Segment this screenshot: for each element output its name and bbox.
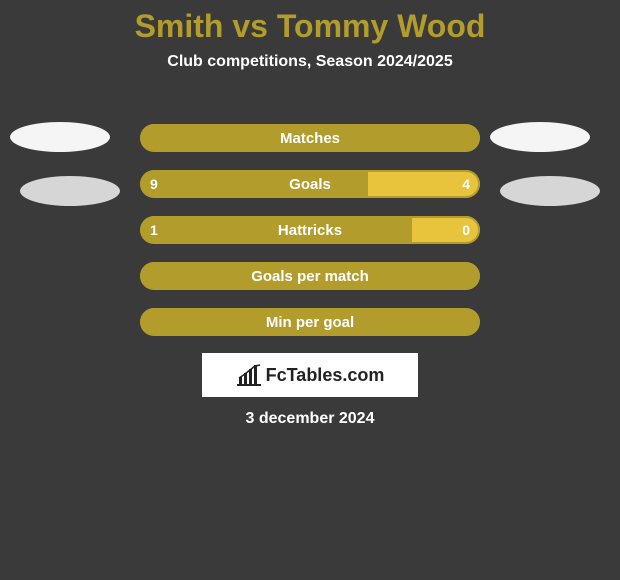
stat-row: Min per goal	[140, 308, 480, 336]
comparison-card: Smith vs Tommy Wood Club competitions, S…	[0, 0, 620, 580]
player-left-photo-bot	[20, 176, 120, 206]
stat-label: Hattricks	[140, 216, 480, 244]
page-title: Smith vs Tommy Wood	[0, 0, 620, 45]
stat-left-value: 1	[150, 216, 158, 244]
stat-right-value: 0	[462, 216, 470, 244]
stat-row: Hattricks1 0	[140, 216, 480, 244]
stat-label: Goals	[140, 170, 480, 198]
stat-label: Matches	[140, 124, 480, 152]
stat-row: Goals9 4	[140, 170, 480, 198]
logo-text: FcTables.com	[266, 365, 385, 386]
player-right-photo-top	[490, 122, 590, 152]
stat-left-value: 9	[150, 170, 158, 198]
stat-label: Min per goal	[140, 308, 480, 336]
bar-chart-icon	[236, 364, 262, 386]
page-subtitle: Club competitions, Season 2024/2025	[0, 53, 620, 71]
player-right-photo-bot	[500, 176, 600, 206]
player-left-photo-top	[10, 122, 110, 152]
stat-label: Goals per match	[140, 262, 480, 290]
stat-row: Matches	[140, 124, 480, 152]
stat-right-value: 4	[462, 170, 470, 198]
comparison-bars: Matches Goals9 4 Hattricks1 0 Goals per match…	[140, 124, 480, 336]
fctables-logo: FcTables.com	[202, 353, 418, 397]
stat-row: Goals per match	[140, 262, 480, 290]
date-line: 3 december 2024	[0, 410, 620, 428]
